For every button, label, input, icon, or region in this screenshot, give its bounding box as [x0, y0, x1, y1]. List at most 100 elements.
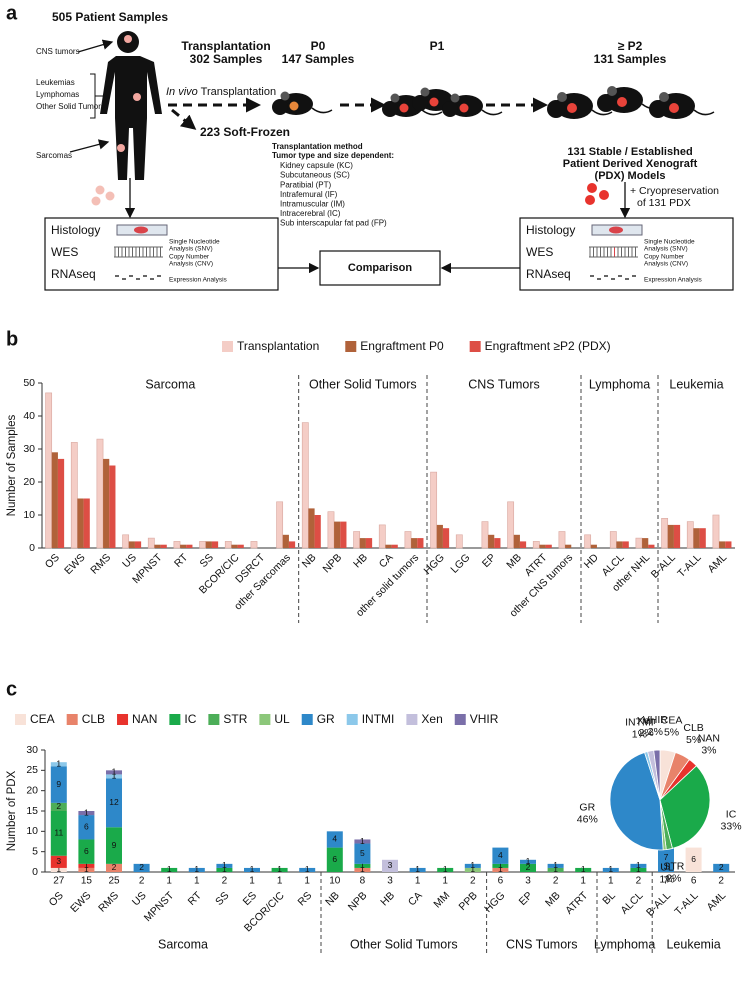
x-tick-label: US	[130, 890, 149, 909]
bar	[96, 438, 104, 549]
site-label: Other Solid Tumors	[36, 102, 105, 111]
legend-swatch	[345, 341, 357, 352]
stage-count: 131 Samples	[594, 52, 667, 66]
arrow	[77, 39, 114, 53]
panel-label: c	[6, 678, 17, 700]
legend-swatch	[208, 714, 220, 725]
patient-title: 505 Patient Samples	[52, 10, 168, 24]
group-label: Other Solid Tumors	[309, 377, 417, 391]
x-tick-label: ATRT	[563, 889, 591, 917]
legend-swatch	[222, 341, 233, 352]
bar	[186, 544, 193, 548]
bar	[160, 544, 167, 548]
segment-label: 4	[332, 834, 337, 844]
bar	[417, 538, 424, 548]
bar	[673, 524, 681, 548]
bar	[147, 537, 155, 549]
bar	[205, 541, 212, 548]
y-tick-label: 15	[26, 805, 38, 817]
transplant-label: In vivo Transplantation	[166, 86, 276, 98]
pie-label: NAN	[698, 732, 720, 744]
bar	[340, 521, 347, 548]
x-tick-label: B-ALL	[644, 889, 673, 918]
method-item: Sub interscapular fat pad (FP)	[280, 219, 387, 228]
segment-label: 2	[719, 862, 724, 872]
y-tick-label: 30	[23, 443, 35, 455]
pie-label: CEA	[661, 715, 683, 727]
y-axis-title: Number of PDX	[6, 770, 18, 851]
bar	[77, 498, 84, 548]
segment-label: 1	[636, 864, 641, 874]
x-tick-label: CA	[377, 552, 396, 571]
bar	[455, 534, 463, 549]
bar-segment	[106, 863, 122, 872]
legend-label: CEA	[30, 712, 55, 726]
bar	[180, 544, 187, 548]
bar-segment	[492, 863, 509, 868]
bar	[353, 531, 361, 549]
pie-slice	[659, 765, 711, 849]
legend-swatch	[117, 714, 129, 725]
y-tick-label: 30	[26, 744, 38, 756]
segment-label: 1	[498, 860, 503, 870]
x-tick-label: LGG	[448, 552, 472, 576]
bar	[712, 514, 720, 549]
stage-name: Transplantation	[181, 39, 270, 53]
legend-label: VHIR	[470, 712, 499, 726]
segment-label: 1	[84, 864, 89, 874]
segment-label: 6	[332, 854, 337, 864]
bar	[250, 541, 258, 549]
group-label: Leukemia	[669, 377, 723, 391]
segment-label: 1	[360, 864, 365, 874]
bar	[327, 511, 335, 549]
bar-segment	[78, 863, 95, 868]
x-tick-label: MB	[504, 552, 524, 572]
bar-segment	[354, 863, 371, 868]
segment-label: 2	[112, 862, 117, 872]
pie-value-label: 3%	[701, 744, 716, 756]
analysis-note: Copy Number	[169, 254, 210, 261]
pdx	[585, 195, 595, 205]
legend-label: UL	[274, 712, 290, 726]
bar-segment	[630, 867, 647, 872]
legend-label: INTMI	[362, 712, 395, 726]
segment-label: 1	[305, 864, 310, 874]
bar	[199, 541, 207, 549]
segment-label: 1	[526, 856, 531, 866]
sample	[91, 196, 101, 206]
pie-value-label: 5%	[686, 734, 701, 746]
legend-swatch	[259, 714, 271, 725]
method-list: Kidney capsule (KC)Subcutaneous (SC)Para…	[280, 161, 387, 228]
legend-swatch	[346, 714, 358, 725]
bar-segment	[464, 863, 481, 868]
x-tick-label: NPB	[321, 552, 345, 576]
legend-label: CLB	[82, 712, 105, 726]
bar-segment	[492, 867, 509, 872]
bar-segment	[713, 863, 730, 872]
bar	[642, 538, 649, 548]
bar	[57, 458, 65, 548]
x-tick-label: BL	[600, 889, 618, 907]
pdx	[587, 183, 597, 193]
panel-a: a 505 Patient Samples CNS tumors Leukemi…	[6, 2, 734, 291]
x-tick-label: B-ALL	[649, 551, 678, 580]
analysis-note: Copy Number	[644, 254, 685, 261]
y-tick-label: 20	[26, 784, 38, 796]
bar	[237, 544, 244, 548]
segment-label: 1	[608, 864, 613, 874]
bar	[385, 544, 392, 548]
segment-label: 1	[636, 860, 641, 870]
segment-label: 9	[112, 840, 117, 850]
total-label: 1	[608, 876, 614, 887]
y-tick-label: 0	[32, 866, 38, 878]
pie-value-label: 5%	[664, 727, 679, 739]
method-item: Intracerebral (IC)	[280, 209, 341, 218]
analysis-note: Analysis (SNV)	[169, 246, 213, 253]
bar-segment	[50, 811, 67, 856]
segment-label: 1	[498, 864, 503, 874]
bar-segment	[630, 863, 647, 868]
total-label: 1	[166, 876, 172, 887]
bar-segment	[547, 863, 564, 868]
y-tick-label: 10	[23, 509, 35, 521]
